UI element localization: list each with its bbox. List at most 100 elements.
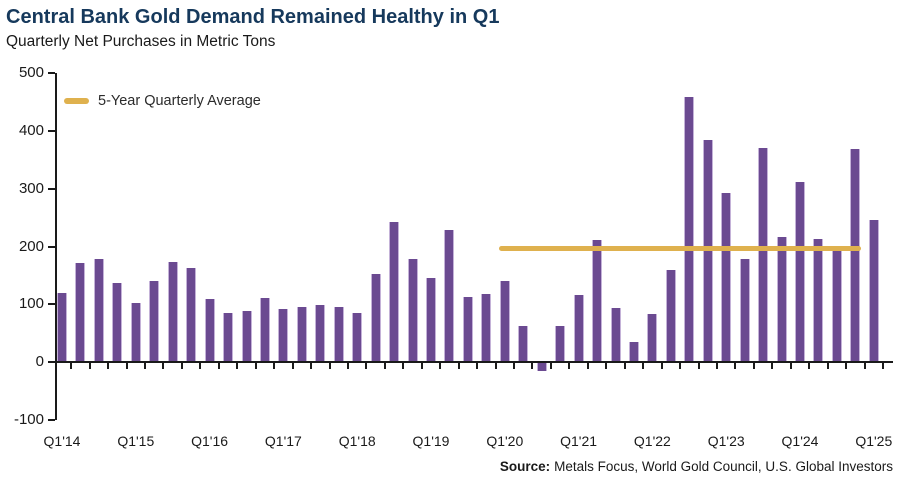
x-axis-tick	[826, 363, 829, 370]
bar-Q3'17	[315, 305, 326, 363]
bar-Q3'24	[831, 245, 842, 363]
bar-Q1'15	[130, 302, 141, 363]
bar-Q3'15	[167, 262, 178, 363]
x-axis-tick-label: Q1'21	[560, 433, 598, 449]
bar-Q4'21	[628, 341, 639, 363]
x-axis-tick	[642, 363, 645, 370]
y-axis-tick	[48, 187, 55, 190]
bar-Q2'14	[75, 263, 86, 363]
bar-Q1'19	[426, 277, 436, 363]
x-axis-tick-label: Q1'18	[338, 433, 376, 449]
x-axis-tick	[402, 363, 405, 370]
x-axis-tick	[882, 363, 885, 370]
bar-Q4'18	[407, 259, 418, 363]
bar-Q2'24	[813, 238, 824, 363]
bar-Q2'15	[149, 280, 160, 363]
x-axis-tick	[439, 363, 442, 370]
bar-Q1'20	[499, 280, 510, 363]
bar-Q1'18	[352, 313, 363, 363]
bar-Q4'23	[776, 236, 787, 363]
x-axis-tick	[605, 363, 608, 370]
y-axis-tick	[48, 303, 55, 306]
x-axis-tick	[328, 363, 331, 370]
x-axis-tick-label: Q1'16	[191, 433, 229, 449]
bar-Q3'16	[241, 311, 252, 363]
y-axis-tick-label: 0	[35, 353, 44, 371]
x-axis-tick	[199, 363, 202, 370]
y-axis-tick-label: 500	[18, 64, 44, 81]
bar-Q4'15	[186, 267, 197, 363]
bar-Q3'23	[758, 148, 769, 363]
bar-Q4'22	[702, 140, 713, 363]
x-axis-tick	[383, 363, 386, 370]
x-axis-tick	[752, 363, 755, 370]
bar-Q2'18	[370, 273, 381, 363]
chart-title: Central Bank Gold Demand Remained Health…	[6, 6, 500, 28]
bar-Q2'21	[592, 239, 603, 363]
x-axis-tick	[365, 363, 368, 370]
y-axis-tick	[48, 129, 55, 132]
bar-Q4'19	[481, 293, 492, 363]
bar-Q1'24	[795, 181, 805, 363]
x-axis-tick	[476, 363, 479, 370]
x-axis-tick-label: Q1'17	[264, 433, 302, 449]
y-axis-tick-label: 400	[18, 121, 44, 139]
x-axis-tick	[107, 363, 110, 370]
x-axis-tick	[513, 363, 516, 370]
x-axis-tick-label: Q1'19	[412, 433, 450, 449]
bar-Q1'22	[647, 313, 658, 363]
x-axis-tick	[586, 363, 589, 370]
bar-Q3'22	[684, 96, 695, 363]
bar-chart-plot-area: 5-Year Quarterly Average Q1'14 Q1'15 Q1'16…	[44, 72, 893, 449]
x-axis-tick	[291, 363, 294, 370]
x-axis-tick	[310, 363, 313, 370]
y-axis-tick-label: 100	[18, 295, 44, 313]
x-axis-tick	[531, 363, 534, 370]
bar-Q3'21	[610, 308, 621, 363]
x-axis-tick	[771, 363, 774, 370]
bar-Q1'17	[278, 308, 289, 363]
bar-Q3'20	[536, 362, 547, 371]
x-axis-tick	[808, 363, 811, 370]
x-axis-tick	[494, 363, 497, 370]
bar-Q2'16	[223, 313, 234, 363]
x-axis-tick-label: Q1'20	[486, 433, 524, 449]
y-axis-tick	[48, 361, 55, 364]
x-axis-tick	[660, 363, 663, 370]
x-axis-tick-label: Q1'25	[855, 433, 893, 449]
x-axis-tick	[70, 363, 73, 370]
x-axis-tick	[863, 363, 866, 370]
y-axis-line	[55, 73, 57, 420]
bar-Q2'22	[665, 269, 676, 363]
x-axis-tick	[254, 363, 257, 370]
x-axis-tick-label: Q1'15	[117, 433, 155, 449]
bar-Q4'20	[555, 326, 566, 363]
x-axis-tick	[715, 363, 718, 370]
x-axis-tick	[789, 363, 792, 370]
y-axis-tick	[48, 72, 55, 74]
x-axis-tick-label: Q1'23	[707, 433, 745, 449]
x-axis-tick	[623, 363, 626, 370]
bar-Q4'17	[333, 307, 344, 363]
x-axis-tick-label: Q1'22	[633, 433, 671, 449]
y-axis-tick	[48, 245, 55, 248]
x-axis-tick	[420, 363, 423, 370]
x-axis-tick	[568, 363, 571, 370]
x-axis-tick	[679, 363, 682, 370]
y-axis-tick-label: -100	[13, 411, 44, 428]
y-axis-tick-label: 300	[18, 179, 44, 197]
five-year-average-line	[498, 246, 862, 252]
x-axis-tick	[697, 363, 700, 370]
bar-Q2'17	[296, 306, 307, 363]
y-axis-tick-label: 200	[18, 237, 44, 255]
bar-Q1'21	[573, 294, 584, 363]
bar-Q2'19	[444, 229, 455, 363]
chart-subtitle: Quarterly Net Purchases in Metric Tons	[6, 33, 276, 50]
bar-Q1'16	[204, 298, 215, 363]
bar-Q4'14	[112, 282, 123, 363]
bar-Q1'14	[57, 292, 67, 363]
source-label: Source:	[499, 459, 551, 474]
bar-Q2'23	[739, 259, 750, 363]
x-axis-tick	[217, 363, 220, 370]
